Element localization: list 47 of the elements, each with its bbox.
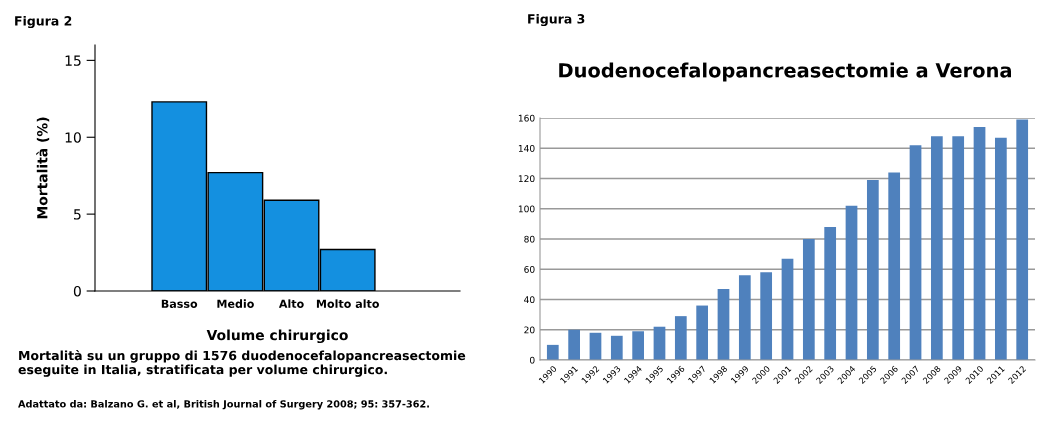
bar [845,205,858,360]
text: Adattato da: Balzano G. et al, British Journal of Surgery 2008; 95: 357-362. [18,400,429,410]
bar [738,275,751,360]
y-tick-label: 40 [524,296,535,304]
bar [674,316,687,360]
bar [930,136,943,360]
x-tick-label: Alto [278,299,304,308]
text: Mortalità su un gruppo di 1576 duodenocefalopancreasectomie eseguite in Italia, stratificata per volume chirurgico. [18,350,466,377]
y-tick-label: 80 [524,235,535,243]
bar [696,305,709,360]
bar [653,326,666,360]
bar [717,288,730,360]
x-tick-label: Medio [217,299,254,308]
x-tick-label: Basso [161,299,198,308]
bar [760,272,773,360]
bar [781,258,794,360]
y-tick-label: 10 [65,132,81,143]
bar [589,332,602,360]
bar [568,329,581,360]
bar [952,136,965,360]
chart-subtitle: Duodenocefalopancreasectomie a Verona [559,62,1011,82]
x-axis-title: Volume chirurgico [206,329,348,344]
text: Figura 2 [15,15,72,29]
bar [973,127,986,360]
y-tick-label: 140 [518,144,535,152]
chart-title: Figura 3 [528,13,585,27]
y-tick-label: 0 [73,285,81,297]
bar [546,344,559,360]
y-axis-title: Mortalità (%) [36,117,50,219]
y-tick-label: 0 [529,356,535,364]
y-tick-label: 5 [74,209,81,220]
bar [632,331,645,360]
bar [866,180,879,360]
bar [610,335,623,360]
y-tick-label: 20 [524,326,535,334]
bar [1016,119,1029,360]
bar [994,137,1007,360]
y-tick-label: 15 [65,55,81,66]
bar [824,226,837,360]
bar [888,172,901,360]
y-tick-label: 100 [518,205,535,213]
y-tick-label: 60 [524,265,535,273]
x-tick-label: Molto alto [316,299,379,308]
y-tick-label: 120 [518,175,535,183]
bar [909,145,922,360]
bar [802,239,815,360]
y-tick-label: 160 [518,114,535,122]
